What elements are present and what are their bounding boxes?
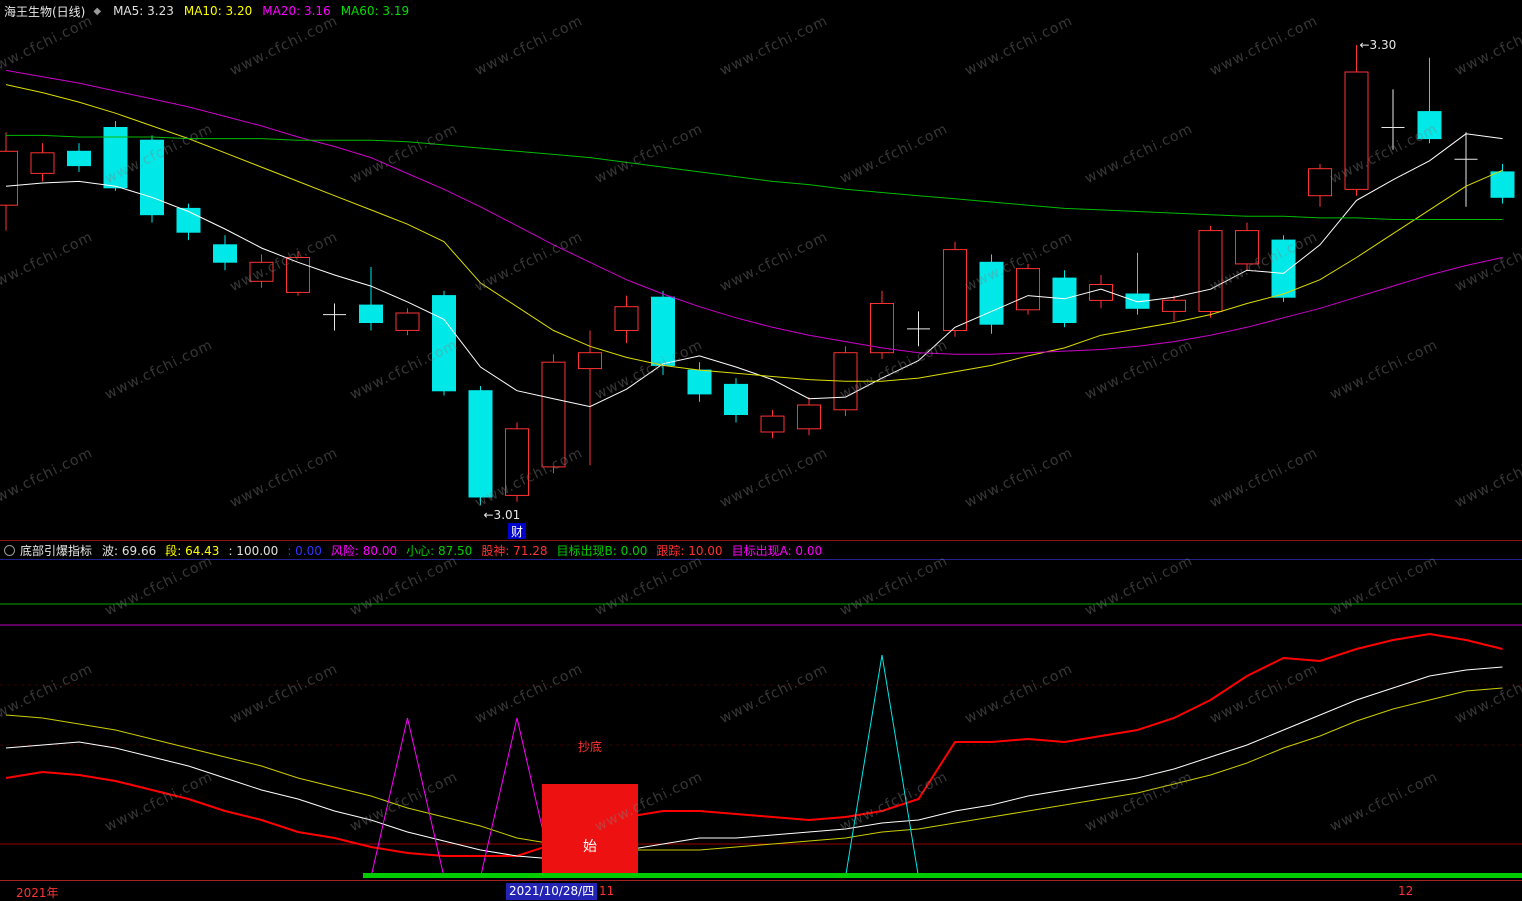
indicator-value-item: 波: 69.66 <box>102 543 157 558</box>
candle-down <box>1417 111 1442 140</box>
candle-down <box>1125 293 1150 309</box>
candle-up <box>541 361 566 468</box>
indicator-name: 底部引爆指标 <box>20 543 93 558</box>
candle-up <box>286 257 310 293</box>
spike-cyan-spike <box>881 654 919 878</box>
candle-up <box>0 150 18 206</box>
ma-line-MA60 <box>6 134 1503 220</box>
candle-up <box>1198 230 1223 313</box>
candle-up <box>1344 71 1369 190</box>
indicator-svg[interactable]: 始抄底 <box>0 561 1522 880</box>
candle-up <box>797 404 821 430</box>
candle-down <box>1271 239 1296 298</box>
indicator-header: 底部引爆指标 波: 69.66 段: 64.43 : 100.00 : 0.00 风险:… <box>0 540 1522 560</box>
indicator-value-item: 目标出现A: 0.00 <box>731 543 823 558</box>
axis-month-label: 11 <box>599 884 615 898</box>
indicator-value-item: 目标出现B: 0.00 <box>556 543 648 558</box>
candle-down <box>1490 171 1515 198</box>
candle-down <box>687 369 712 395</box>
candle-up <box>614 306 639 332</box>
candle-down <box>432 295 456 392</box>
axis-month-label: 12 <box>1398 884 1414 898</box>
indicator-annotation: 抄底 <box>578 739 602 754</box>
indicator-chart[interactable]: 始抄底 <box>0 561 1522 880</box>
ma-value-item: MA20: 3.16 <box>262 4 331 18</box>
signal-box <box>542 784 638 878</box>
candle-up <box>1016 268 1040 311</box>
candle-down <box>140 139 164 216</box>
indicator-value-item: 段: 64.43 <box>165 543 220 558</box>
spike-cyan-spike <box>845 654 883 878</box>
axis-date-label: 2021/10/28/四 <box>506 883 598 900</box>
candle-down <box>1052 277 1077 324</box>
main-chart-header: 海王生物(日线) ◆ MA5: 3.23 MA10: 3.20 MA20: 3.16… <box>0 0 1522 22</box>
ma-line-MA20 <box>5 69 1503 355</box>
candlestick-svg[interactable]: ←3.30 ←3.01 财 <box>0 22 1522 540</box>
candle-up <box>30 152 55 174</box>
indicator-white-line <box>5 666 1503 860</box>
candle-up <box>760 415 785 433</box>
indicator-value-item: 股神: 71.28 <box>481 543 548 558</box>
candle-down <box>724 383 748 415</box>
indicator-toggle-icon[interactable] <box>4 544 15 556</box>
candle-down <box>359 304 383 324</box>
candle-up <box>943 249 967 332</box>
indicator-value-item: 小心: 87.50 <box>406 543 473 558</box>
price-annotation: ←3.01 <box>484 508 521 522</box>
bottom-green-bar <box>363 873 1522 878</box>
badge-bg <box>508 523 526 539</box>
diamond-icon: ◆ <box>93 5 102 17</box>
candle-up <box>505 428 529 496</box>
spike-magenta-spikes <box>480 717 518 878</box>
candle-up <box>578 352 602 370</box>
spike-magenta-spikes <box>407 717 445 878</box>
ma-value-item: MA60: 3.19 <box>340 4 410 18</box>
ma-value-item: MA10: 3.20 <box>183 4 253 18</box>
candle-up <box>249 261 274 282</box>
candle-down <box>103 127 128 189</box>
indicator-value-item: 跟踪: 10.00 <box>656 543 723 558</box>
ma-line-MA10 <box>5 84 1503 382</box>
candle-up <box>870 303 894 354</box>
ma-line-MA5 <box>5 133 1503 408</box>
indicator-value-item: : 100.00 <box>228 543 279 558</box>
indicator-red-line <box>5 632 1503 857</box>
candle-down <box>67 150 91 167</box>
candle-down <box>213 244 237 263</box>
indicator-value-item: : 0.00 <box>287 543 322 558</box>
badge-label: 财 <box>511 525 523 539</box>
signal-box-label: 始 <box>583 839 597 855</box>
candle-up <box>1235 230 1259 265</box>
indicator-values: 波: 69.66 段: 64.43 : 100.00 : 0.00 风险: 80.00 小… <box>102 542 831 559</box>
ma-value-item: MA5: 3.23 <box>113 4 174 18</box>
main-candlestick-chart[interactable]: ←3.30 ←3.01 财 <box>0 22 1522 540</box>
candle-down <box>651 296 675 366</box>
price-annotation: ←3.30 <box>1360 38 1397 52</box>
candle-up <box>1162 299 1186 312</box>
spike-magenta-spikes <box>370 717 408 878</box>
indicator-value-item: 风险: 80.00 <box>330 543 398 558</box>
stock-title: 海王生物(日线) <box>4 4 86 19</box>
axis-year-label: 2021年 <box>16 886 59 900</box>
indicator-yellow-line <box>5 687 1503 851</box>
time-axis[interactable]: 2021年 2021/10/28/四 11 12 <box>0 880 1522 901</box>
candle-up <box>395 312 420 331</box>
ma-values: MA5: 3.23 MA10: 3.20 MA20: 3.16 MA60: 3.19 <box>103 4 409 18</box>
candle-up <box>1308 168 1332 197</box>
candle-down <box>468 390 493 498</box>
